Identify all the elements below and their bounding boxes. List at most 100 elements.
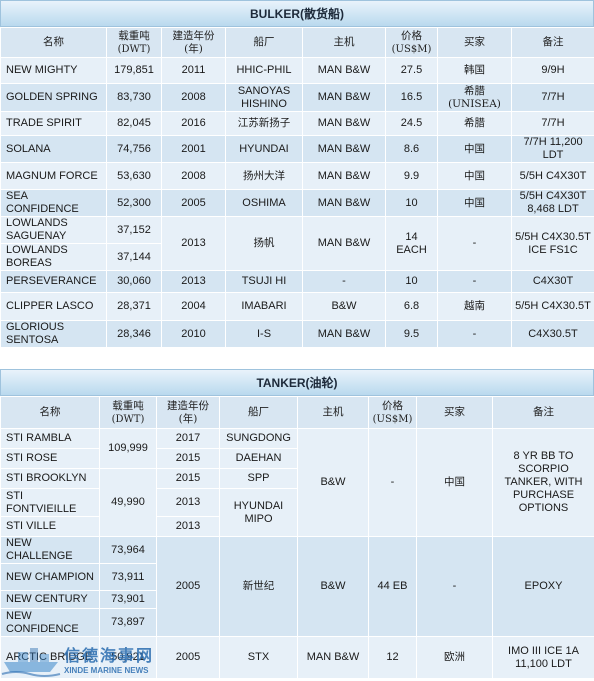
buyer-value: -	[438, 271, 512, 293]
table-row: NEW CHALLENGE 73,964 2005 新世纪 B&W 44 EB …	[1, 537, 594, 564]
yard-value: OSHIMA	[226, 190, 303, 217]
engine-value: MAN B&W	[303, 136, 386, 163]
ship-logo-icon	[0, 640, 62, 678]
tanker-header-row: 名称 载重吨(DWT) 建造年份(年) 船厂 主机 价格(US$M) 买家 备注	[1, 397, 594, 429]
ship-name: SEA CONFIDENCE	[1, 190, 107, 217]
col-buyer: 买家	[417, 397, 493, 429]
yard-value: 扬帆	[226, 217, 303, 271]
price-value: 27.5	[386, 58, 438, 84]
ship-name: PERSEVERANCE	[1, 271, 107, 293]
col-dwt: 载重吨(DWT)	[107, 28, 162, 58]
table-row: NEW MIGHTY 179,851 2011 HHIC-PHIL MAN B&…	[1, 58, 594, 84]
ship-name: LOWLANDS BOREAS	[1, 244, 107, 271]
price-value: 9.5	[386, 321, 438, 348]
dwt-value: 28,371	[107, 293, 162, 321]
table-row: TRADE SPIRIT 82,045 2016 江苏新扬子 MAN B&W 2…	[1, 112, 594, 136]
year-value: 2004	[162, 293, 226, 321]
ship-name: NEW CHAMPION	[1, 564, 100, 591]
dwt-value: 37,152	[107, 217, 162, 244]
dwt-value: 73,964	[100, 537, 157, 564]
year-value: 2011	[162, 58, 226, 84]
yard-value: TSUJI HI	[226, 271, 303, 293]
note-value: 5/5H C4X30.5T ICE FS1C	[512, 217, 594, 271]
note-value: 7/7H	[512, 112, 594, 136]
yard-value: STX	[220, 637, 298, 679]
dwt-value: 73,911	[100, 564, 157, 591]
ship-name: CLIPPER LASCO	[1, 293, 107, 321]
ship-name: NEW CENTURY	[1, 591, 100, 609]
year-value: 2013	[162, 271, 226, 293]
table-row: SOLANA 74,756 2001 HYUNDAI MAN B&W 8.6 中…	[1, 136, 594, 163]
price-value: 16.5	[386, 84, 438, 112]
col-year: 建造年份(年)	[162, 28, 226, 58]
dwt-value: 82,045	[107, 112, 162, 136]
buyer-value: 中国	[417, 429, 493, 537]
dwt-value: 28,346	[107, 321, 162, 348]
table-row: GLORIOUS SENTOSA 28,346 2010 I-S MAN B&W…	[1, 321, 594, 348]
year-value: 2001	[162, 136, 226, 163]
yard-value: HYUNDAI MIPO	[220, 489, 298, 537]
year-value: 2008	[162, 84, 226, 112]
table-row: LOWLANDS SAGUENAY 37,152 2013 扬帆 MAN B&W…	[1, 217, 594, 244]
price-value: 10	[386, 271, 438, 293]
ship-name: TRADE SPIRIT	[1, 112, 107, 136]
table-row: PERSEVERANCE 30,060 2013 TSUJI HI - 10 -…	[1, 271, 594, 293]
buyer-value: 欧洲	[417, 637, 493, 679]
engine-value: MAN B&W	[298, 637, 369, 679]
note-value: 5/5H C4X30T 8,468 LDT	[512, 190, 594, 217]
note-value: 5/5H C4X30T	[512, 163, 594, 190]
buyer-value: 中国	[438, 163, 512, 190]
note-value: IMO III ICE 1A 11,100 LDT	[493, 637, 594, 679]
year-value: 2005	[157, 537, 220, 637]
year-value: 2013	[157, 517, 220, 537]
year-value: 2015	[157, 449, 220, 469]
col-note: 备注	[493, 397, 594, 429]
dwt-value: 52,300	[107, 190, 162, 217]
buyer-value: 希腊	[438, 112, 512, 136]
dwt-value: 49,990	[100, 469, 157, 537]
yard-value: SPP	[220, 469, 298, 489]
note-value: C4X30.5T	[512, 321, 594, 348]
engine-value: MAN B&W	[303, 190, 386, 217]
yard-value: 扬州大洋	[226, 163, 303, 190]
year-value: 2010	[162, 321, 226, 348]
price-value: 10	[386, 190, 438, 217]
engine-value: B&W	[303, 293, 386, 321]
col-year: 建造年份(年)	[157, 397, 220, 429]
yard-value: IMABARI	[226, 293, 303, 321]
buyer-value: 希腊 (UNISEA)	[438, 84, 512, 112]
col-engine: 主机	[303, 28, 386, 58]
col-name: 名称	[1, 28, 107, 58]
note-value: EPOXY	[493, 537, 594, 637]
engine-value: B&W	[298, 537, 369, 637]
price-value: 14 EACH	[386, 217, 438, 271]
engine-value: MAN B&W	[303, 321, 386, 348]
watermark: 信德海事网 XINDE MARINE NEWS	[0, 637, 170, 680]
year-value: 2005	[162, 190, 226, 217]
year-value: 2017	[157, 429, 220, 449]
watermark-en: XINDE MARINE NEWS	[64, 666, 154, 675]
table-row: GOLDEN SPRING 83,730 2008 SANOYAS HISHIN…	[1, 84, 594, 112]
yard-value: HYUNDAI	[226, 136, 303, 163]
yard-value: HHIC-PHIL	[226, 58, 303, 84]
ship-name: STI RAMBLA	[1, 429, 100, 449]
col-note: 备注	[512, 28, 594, 58]
note-value: 7/7H	[512, 84, 594, 112]
year-value: 2013	[162, 217, 226, 271]
note-value: 7/7H 11,200 LDT	[512, 136, 594, 163]
price-value: 8.6	[386, 136, 438, 163]
bulker-title: BULKER(散货船)	[0, 0, 594, 27]
buyer-value: -	[417, 537, 493, 637]
ship-name: STI VILLE	[1, 517, 100, 537]
buyer-value: 中国	[438, 136, 512, 163]
engine-value: MAN B&W	[303, 84, 386, 112]
yard-value: SUNGDONG	[220, 429, 298, 449]
dwt-value: 53,630	[107, 163, 162, 190]
ship-name: NEW CHALLENGE	[1, 537, 100, 564]
year-value: 2015	[157, 469, 220, 489]
engine-value: MAN B&W	[303, 112, 386, 136]
price-value: 44 EB	[369, 537, 417, 637]
yard-value: 新世纪	[220, 537, 298, 637]
ship-name: STI BROOKLYN	[1, 469, 100, 489]
tanker-title: TANKER(油轮)	[0, 369, 594, 396]
